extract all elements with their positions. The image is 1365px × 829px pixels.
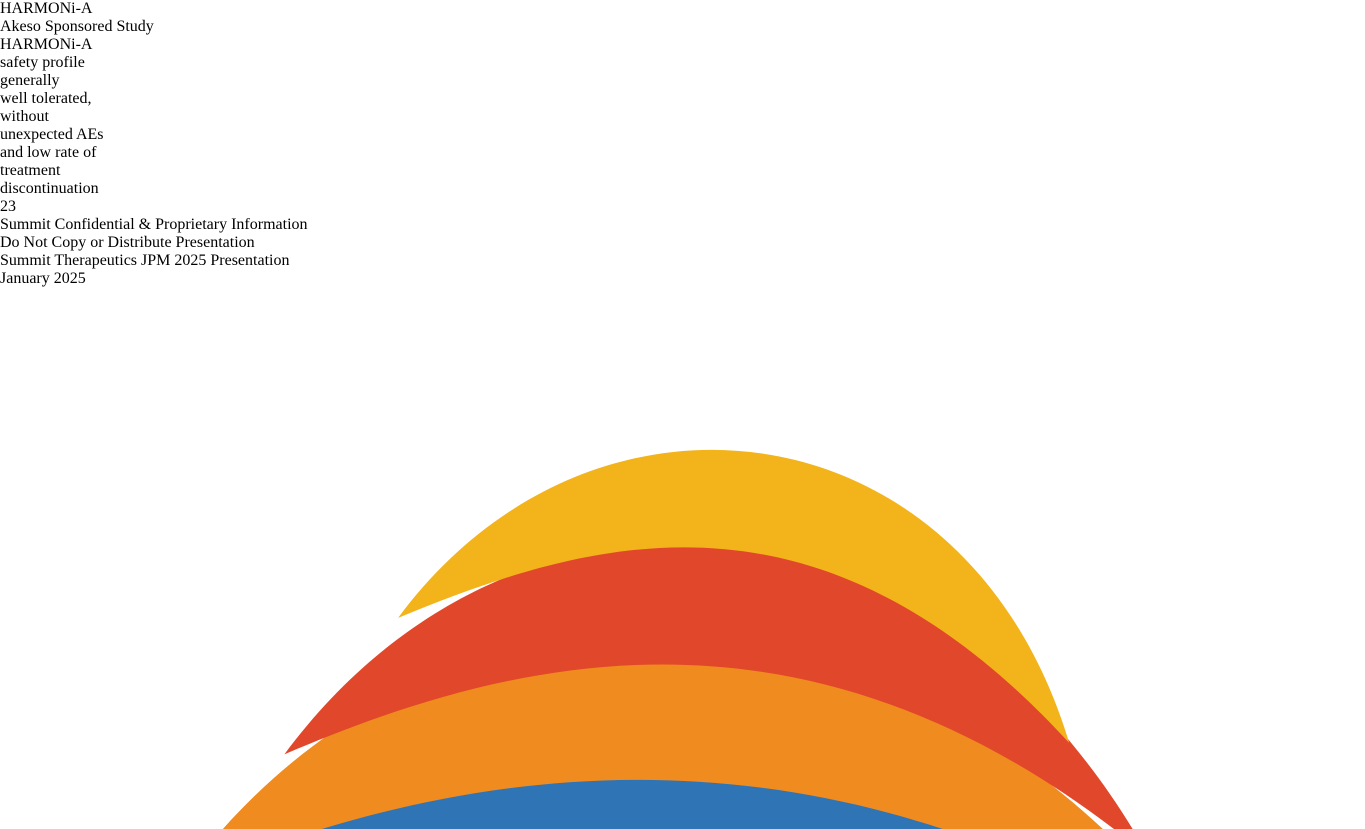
akesobio-logo-icon	[222, 449, 1133, 829]
footer-line: Summit Confidential & Proprietary Inform…	[0, 216, 308, 233]
harmoni-logo-suffix: -A	[75, 0, 93, 17]
message-line: HARMONi-A	[0, 36, 93, 53]
footer-line: January 2025	[0, 270, 86, 287]
message-line: safety profile	[0, 54, 85, 71]
sidebar-message-bottom: without unexpected AEs and low rate of t…	[0, 108, 1365, 198]
message-line: unexpected AEs	[0, 126, 104, 143]
footer-line: Do Not Copy or Distribute Presentation	[0, 234, 255, 251]
sidebar-panel	[16, 30, 292, 788]
message-line: treatment	[0, 162, 61, 179]
page-number: 23	[0, 198, 16, 215]
message-line: generally	[0, 72, 60, 89]
confidentiality-footer: Summit Confidential & Proprietary Inform…	[0, 216, 1365, 288]
message-line: discontinuation	[0, 180, 99, 197]
harmoni-a-logo: HARMONi-A	[0, 0, 1365, 18]
sidebar-message-top: HARMONi-A safety profile generally	[0, 36, 1365, 90]
highlight-pill: well tolerated,	[0, 90, 92, 107]
harmoni-logo-main: HARMONi	[0, 0, 76, 17]
study-tagline: Akeso Sponsored Study	[0, 18, 154, 35]
footer-line: Summit Therapeutics JPM 2025 Presentatio…	[0, 252, 290, 269]
message-line: without	[0, 108, 49, 125]
message-line: and low rate of	[0, 144, 97, 161]
